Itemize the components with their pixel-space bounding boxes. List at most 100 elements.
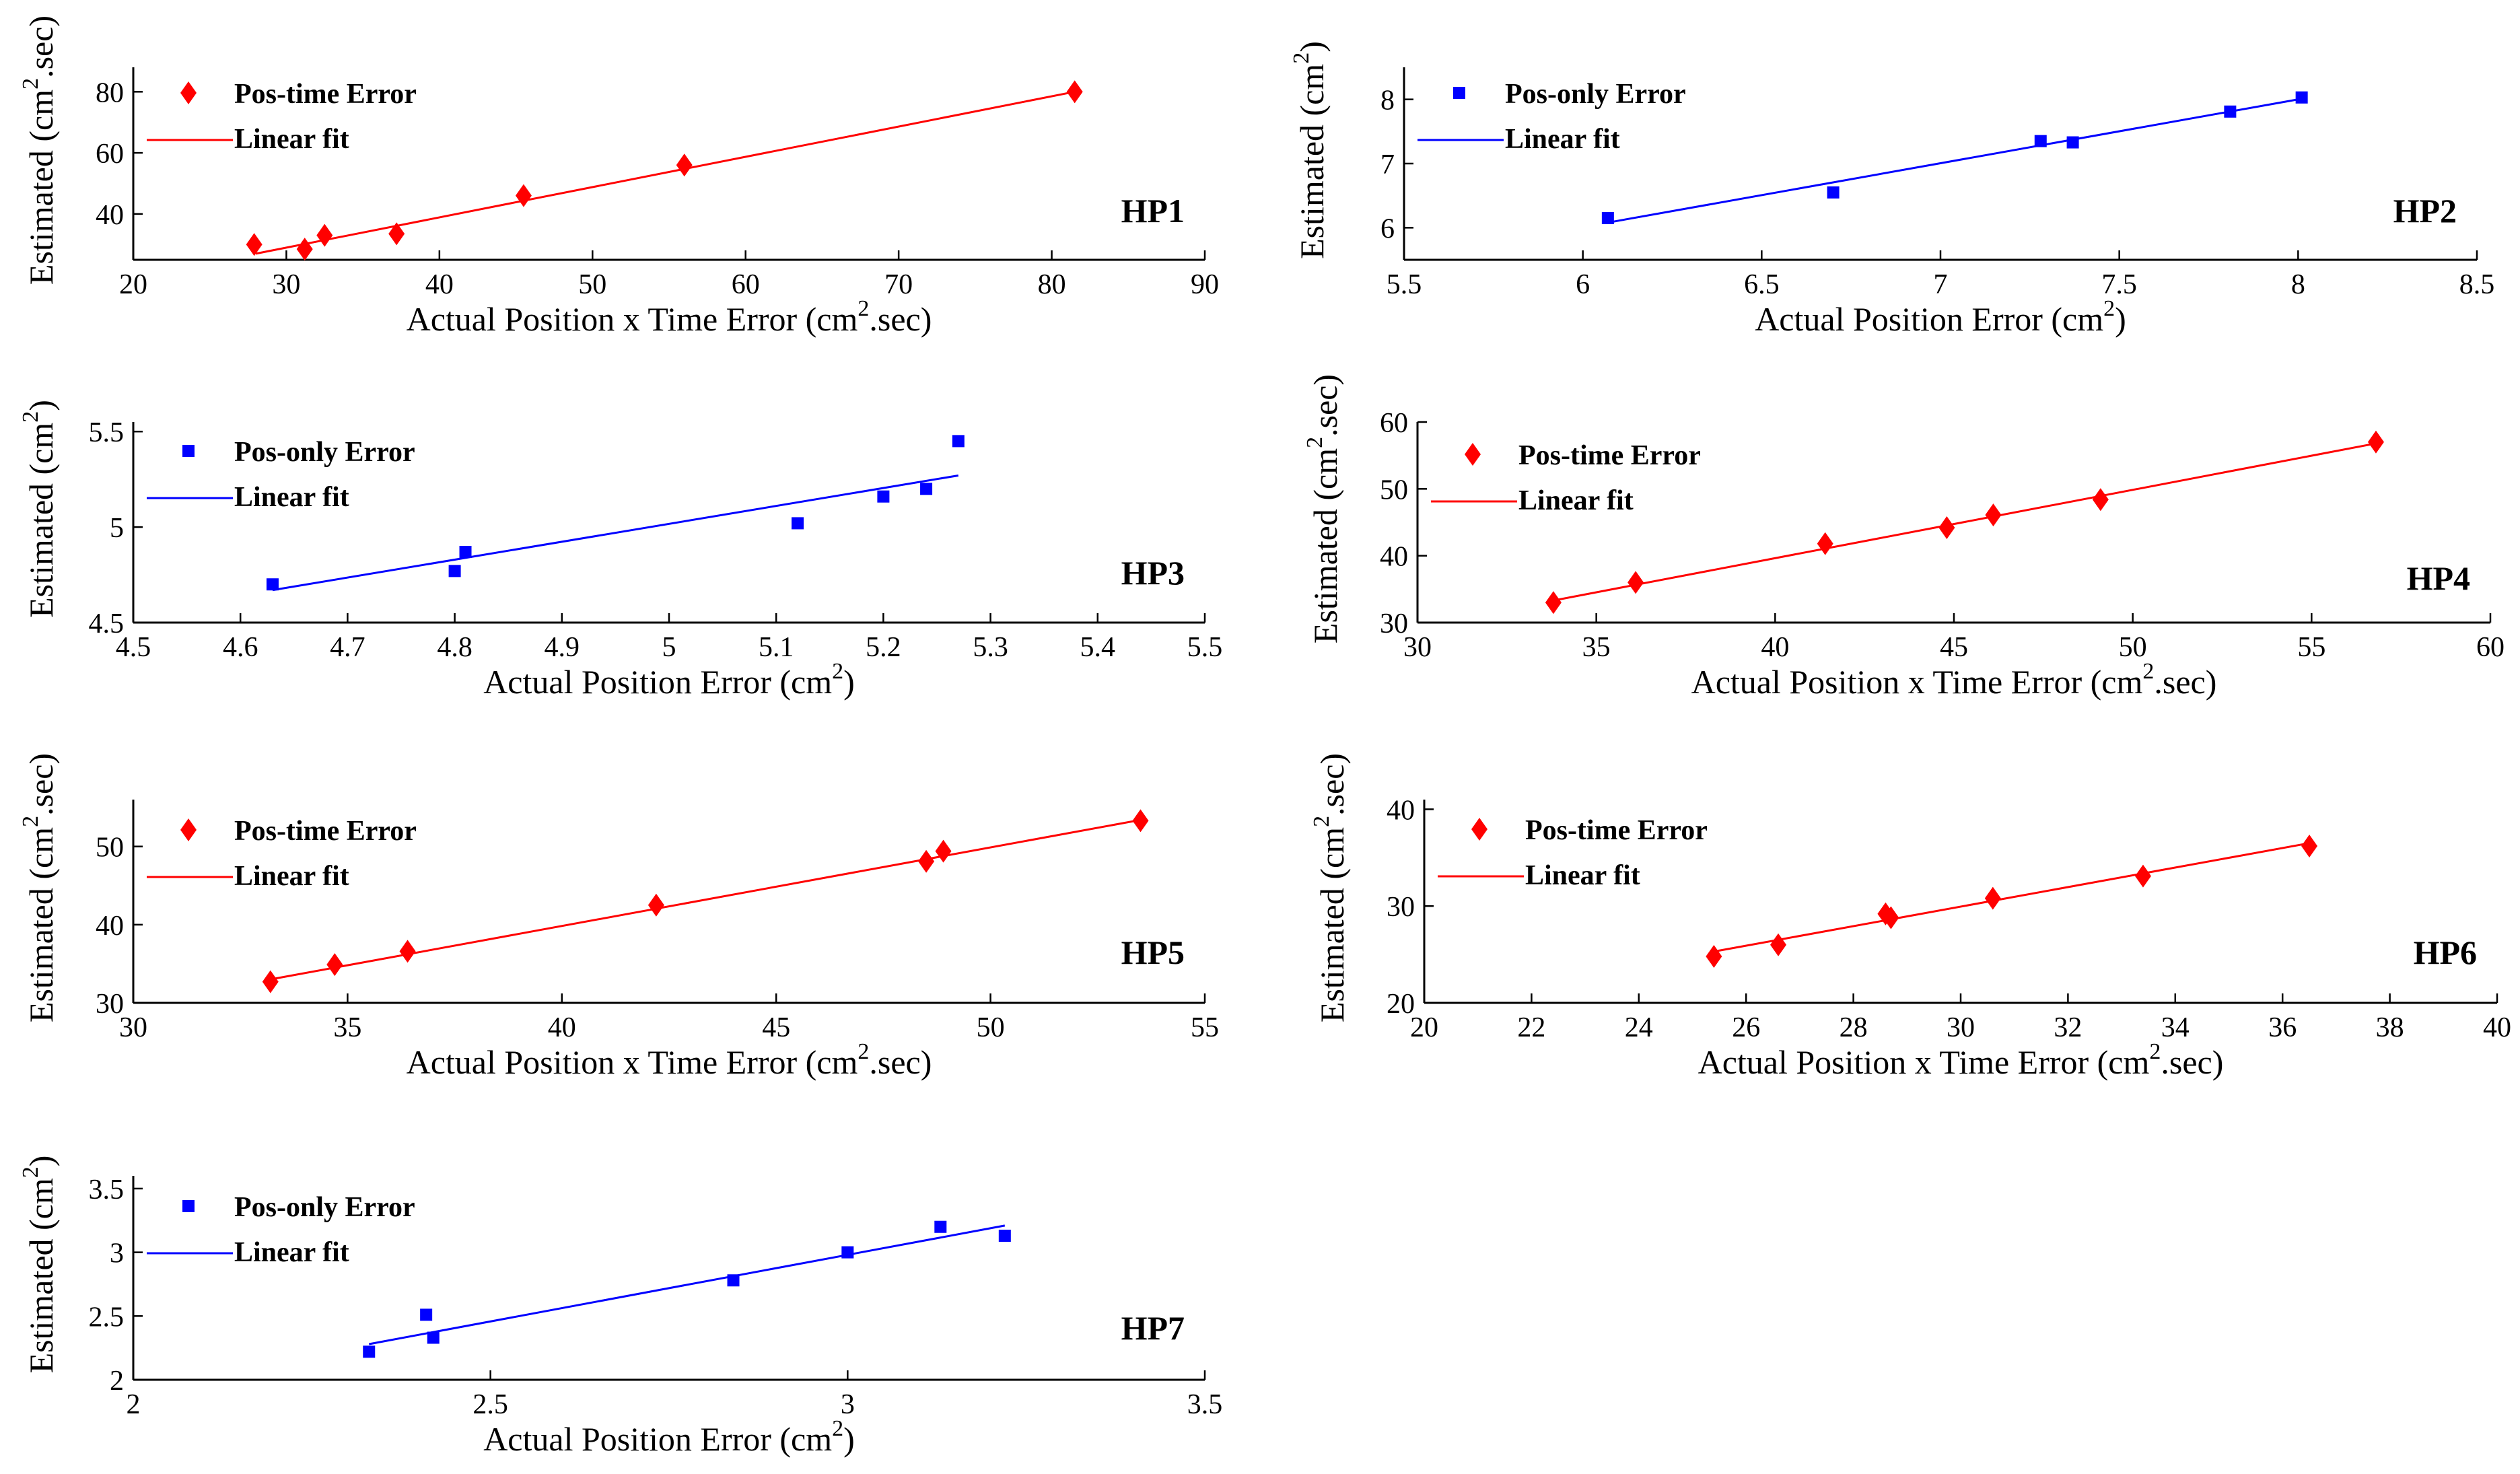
- y-tick-label: 3.5: [89, 1174, 125, 1205]
- x-tick-label: 8: [2291, 269, 2305, 300]
- data-point: [676, 153, 693, 177]
- x-tick-label: 5: [662, 632, 676, 663]
- data-point: [266, 578, 279, 591]
- legend-label-points: Pos-time Error: [1525, 815, 1708, 846]
- y-axis-label: Estimated (cm2): [18, 1156, 60, 1374]
- data-point: [1817, 532, 1833, 555]
- x-tick-label: 22: [1517, 1012, 1545, 1043]
- legend-marker: [1465, 443, 1481, 466]
- chart-hp3: 4.5 4.6 4.7 4.8 4.9 5 5.1 5.2 5.3 5.4 5.5 4.5 5 5.5 Ac…: [18, 400, 1222, 701]
- data-point: [935, 839, 952, 863]
- x-tick-label: 8.5: [2459, 269, 2495, 300]
- x-tick-label: 40: [1761, 632, 1789, 663]
- data-point: [934, 1220, 947, 1233]
- chart-hp4: 30 35 40 45 50 55 60 30 40 50 60 Actual Position x …: [1302, 374, 2505, 701]
- y-axis-label: Estimated (cm2.sec): [18, 15, 60, 285]
- x-tick-label: 5.5: [1187, 632, 1223, 663]
- data-point: [792, 517, 804, 530]
- x-tick-label: 80: [1038, 269, 1066, 300]
- x-tick-label: 6: [1576, 269, 1590, 300]
- chart-hp6: 20 22 24 26 28 30 32 34 36 38 40 20 30 40 Actual Posit…: [1309, 753, 2511, 1081]
- x-axis-label: Actual Position x Time Error (cm2.sec): [1691, 659, 2217, 701]
- x-tick-label: 4.9: [545, 632, 580, 663]
- data-point: [727, 1274, 740, 1287]
- x-tick-label: 40: [548, 1012, 576, 1043]
- x-tick-label: 2.5: [473, 1389, 508, 1420]
- data-point: [1706, 944, 1722, 968]
- y-tick-label: 60: [1380, 408, 1408, 439]
- y-axis-label: Estimated (cm2): [18, 400, 60, 618]
- data-point: [2066, 136, 2079, 149]
- legend-label-points: Pos-time Error: [1518, 440, 1701, 471]
- data-point: [918, 849, 935, 873]
- y-tick-label: 40: [96, 911, 124, 942]
- legend-label-fit: Linear fit: [234, 861, 349, 892]
- y-tick-label: 2: [110, 1366, 124, 1397]
- y-tick-label: 40: [1380, 542, 1408, 573]
- data-point: [1628, 571, 1644, 594]
- data-point: [1545, 591, 1562, 615]
- y-tick-label: 6: [1380, 213, 1395, 244]
- y-tick-label: 4.5: [89, 608, 125, 639]
- x-tick-label: 40: [2483, 1012, 2511, 1043]
- x-tick-label: 30: [1403, 632, 1432, 663]
- y-tick-label: 30: [1387, 892, 1415, 923]
- chart-hp2: 5.5 6 6.5 7 7.5 8 8.5 6 7 8 Actual Position Error …: [1289, 41, 2494, 338]
- data-point: [1601, 212, 1614, 225]
- y-tick-label: 50: [1380, 475, 1408, 505]
- x-tick-label: 5.1: [759, 632, 794, 663]
- data-point: [399, 940, 416, 963]
- x-axis-label: Actual Position Error (cm2): [483, 659, 855, 701]
- data-point: [2367, 430, 2384, 454]
- panel-tag: HP4: [2407, 559, 2470, 597]
- y-tick-label: 5: [110, 513, 124, 544]
- y-tick-label: 5.5: [89, 417, 125, 448]
- y-tick-label: 40: [96, 200, 124, 231]
- y-axis-label: Estimated (cm2.sec): [1309, 753, 1351, 1022]
- x-tick-label: 24: [1625, 1012, 1653, 1043]
- fit-line: [270, 818, 1141, 981]
- y-tick-label: 40: [1387, 795, 1415, 826]
- fit-line: [1607, 98, 2302, 224]
- legend-label-fit: Linear fit: [1518, 485, 1634, 516]
- legend-marker: [182, 445, 195, 457]
- x-tick-label: 35: [1582, 632, 1611, 663]
- legend-label-points: Pos-only Error: [1505, 79, 1686, 110]
- x-tick-label: 30: [272, 269, 300, 300]
- x-tick-label: 36: [2268, 1012, 2297, 1043]
- x-tick-label: 38: [2376, 1012, 2404, 1043]
- fit-line: [1714, 842, 2310, 953]
- x-tick-label: 26: [1732, 1012, 1760, 1043]
- x-axis-label: Actual Position x Time Error (cm2.sec): [407, 296, 932, 338]
- data-point: [427, 1331, 440, 1344]
- y-axis-label: Estimated (cm2): [1289, 41, 1331, 259]
- data-point: [316, 223, 333, 247]
- x-tick-label: 4.5: [116, 632, 151, 663]
- data-point: [515, 184, 532, 207]
- x-tick-label: 5.5: [1387, 269, 1422, 300]
- data-point: [246, 233, 262, 256]
- legend-label-fit: Linear fit: [1505, 124, 1620, 155]
- x-tick-label: 30: [1947, 1012, 1975, 1043]
- x-tick-label: 3: [841, 1389, 855, 1420]
- x-tick-label: 5.4: [1080, 632, 1116, 663]
- y-tick-label: 50: [96, 833, 124, 864]
- data-point: [841, 1246, 854, 1259]
- x-tick-label: 50: [2119, 632, 2147, 663]
- x-axis-label: Actual Position x Time Error (cm2.sec): [1698, 1039, 2224, 1081]
- x-tick-label: 5.2: [866, 632, 901, 663]
- data-point: [877, 490, 890, 503]
- fit-line: [368, 1224, 1006, 1345]
- x-tick-label: 3.5: [1187, 1389, 1223, 1420]
- data-point: [952, 435, 965, 448]
- x-tick-label: 50: [578, 269, 606, 300]
- x-tick-label: 35: [333, 1012, 361, 1043]
- data-point: [420, 1308, 433, 1321]
- x-tick-label: 30: [119, 1012, 147, 1043]
- x-tick-label: 50: [977, 1012, 1005, 1043]
- data-point: [1827, 186, 1840, 199]
- panel-tag: HP5: [1121, 934, 1185, 971]
- y-tick-label: 60: [96, 139, 124, 170]
- data-point: [326, 953, 343, 977]
